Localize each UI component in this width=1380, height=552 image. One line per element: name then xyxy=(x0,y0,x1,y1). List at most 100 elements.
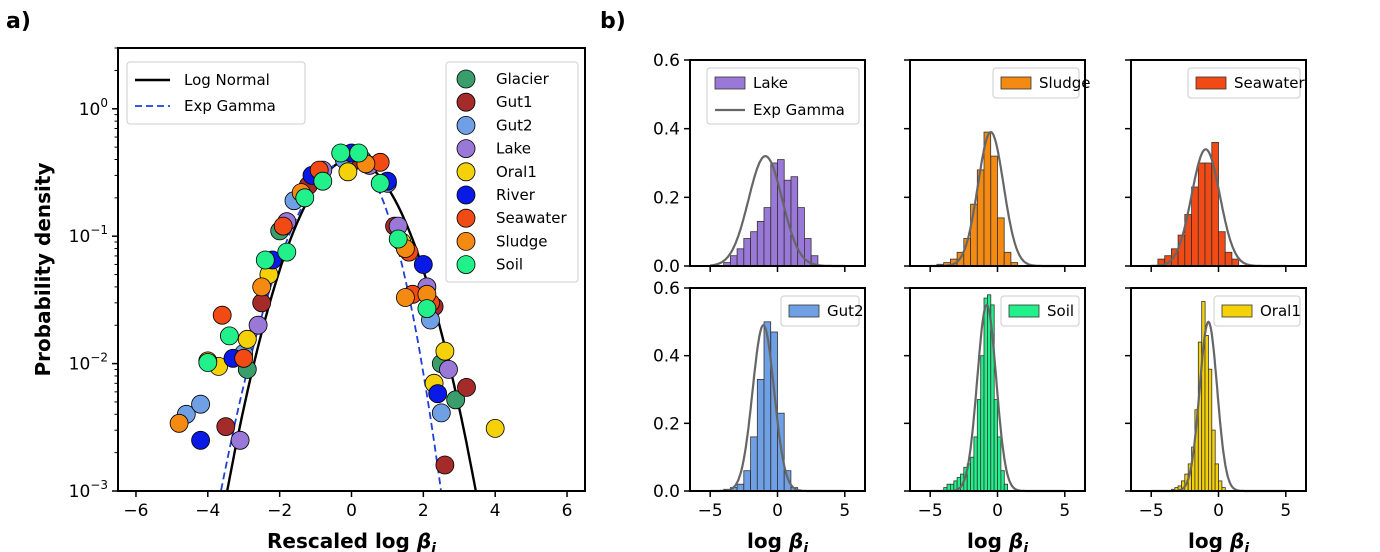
y-tick-label: 0.0 xyxy=(653,482,680,502)
x-tick-label-a: 0 xyxy=(346,501,357,521)
hist-bar xyxy=(1218,231,1226,267)
x-tick-label-a: 6 xyxy=(562,501,573,521)
point-gut2 xyxy=(191,394,211,414)
hist-bar xyxy=(1211,429,1216,492)
hist-bar xyxy=(990,155,998,267)
legend-label-exp-gamma: Exp Gamma xyxy=(184,97,276,115)
histogram-sludge: Sludge xyxy=(904,59,1090,272)
y-tick-label: 0.4 xyxy=(653,347,680,367)
histogram-gut2: −5 0 5 0.0 0.2 0.4 0.6 log βi Gut2 xyxy=(653,279,866,552)
x-tick-label: −5 xyxy=(918,501,943,521)
point-gut1 xyxy=(216,417,236,437)
x-axis-label-a: Rescaled log βi xyxy=(267,529,436,552)
histogram-oral1: −5 0 5 log βi Oral1 xyxy=(1125,287,1307,552)
histogram-soil: −5 0 5 log βi Soil xyxy=(904,287,1086,552)
x-tick-label: −5 xyxy=(1139,501,1164,521)
hist-bar xyxy=(1000,470,1005,492)
point-seawater xyxy=(212,305,232,325)
legend-marker-river xyxy=(456,185,476,205)
hist-bar xyxy=(750,436,758,492)
point-river xyxy=(428,384,448,404)
legend-swatch xyxy=(1000,76,1032,90)
legend-label-gut1: Gut1 xyxy=(496,93,533,111)
point-glacier xyxy=(446,390,466,410)
y-tick-label-a: 10−3 xyxy=(69,478,108,502)
x-tick-label: 0 xyxy=(772,501,783,521)
point-gut1 xyxy=(252,293,272,313)
hist-bar xyxy=(983,131,992,267)
legend-swatch xyxy=(714,76,746,90)
legend-label-soil: Soil xyxy=(496,256,523,274)
x-tick-label: 0 xyxy=(992,501,1003,521)
hist-bar xyxy=(1224,251,1233,267)
point-lake xyxy=(439,359,458,379)
point-oral1 xyxy=(338,162,358,182)
hist-bar xyxy=(1208,368,1213,492)
x-tick-label: 5 xyxy=(839,501,850,521)
hist-bar xyxy=(790,176,799,267)
legend-label-gut2: Gut2 xyxy=(496,116,533,134)
x-tick-label-a: −6 xyxy=(123,501,148,521)
histogram-seawater: Seawater xyxy=(1125,59,1307,272)
x-tick-label-a: 4 xyxy=(490,501,501,521)
point-gut1 xyxy=(457,377,476,397)
legend-marker-seawater xyxy=(456,208,476,228)
legend-marker-gut1 xyxy=(456,92,476,112)
panel-label-b: b) xyxy=(600,9,626,34)
x-axis-label: log βi xyxy=(747,529,808,552)
hist-bar xyxy=(1191,186,1199,267)
y-tick-label: 0.2 xyxy=(653,188,680,208)
x-tick-label: 5 xyxy=(1280,501,1291,521)
point-soil xyxy=(349,143,369,163)
legend-label-fit: Exp Gamma xyxy=(753,101,845,119)
legend-box xyxy=(780,295,860,327)
hist-bar xyxy=(736,483,745,492)
legend-swatch xyxy=(788,304,820,318)
point-sludge xyxy=(395,288,415,307)
legend-marker-gut2 xyxy=(456,116,476,135)
legend-label: Seawater xyxy=(1234,74,1306,92)
y-tick-label: 0.6 xyxy=(653,51,680,71)
hist-bar xyxy=(730,255,738,267)
hist-bar xyxy=(973,436,978,492)
x-tick-label: 0 xyxy=(1213,501,1224,521)
x-tick-label-a: −4 xyxy=(195,501,220,521)
point-oral1 xyxy=(485,418,505,438)
hist-bar xyxy=(1204,334,1209,492)
point-soil xyxy=(388,229,408,249)
legend-label-river: River xyxy=(496,186,536,204)
legend-label: Gut2 xyxy=(827,302,864,320)
point-soil xyxy=(313,171,333,191)
hist-bar xyxy=(1231,258,1240,267)
histogram-lake: 0.0 0.2 0.4 0.6 Lake Exp Gamma xyxy=(653,51,866,277)
hist-bar xyxy=(750,231,758,267)
legend-box xyxy=(1000,295,1080,327)
point-lake xyxy=(248,315,268,335)
hist-bar xyxy=(777,159,785,267)
y-axis-label-a: Probability density xyxy=(31,163,55,377)
legend-box xyxy=(1213,295,1301,327)
legend-label-seawater: Seawater xyxy=(496,209,568,227)
histogram-panels-b: 0.0 0.2 0.4 0.6 Lake Exp Gamma Sludge Seawater −… xyxy=(653,51,1307,552)
hist-bar xyxy=(1204,162,1213,267)
legend-swatch xyxy=(1221,304,1253,318)
legend-label-oral1: Oral1 xyxy=(496,163,537,181)
point-soil xyxy=(417,299,437,319)
legend-curves-a xyxy=(126,61,306,125)
x-tick-label-a: −2 xyxy=(267,501,292,521)
point-gut2 xyxy=(431,403,451,423)
legend-label-glacier: Glacier xyxy=(496,70,550,88)
hist-bar xyxy=(1218,480,1223,492)
hist-bar xyxy=(980,355,985,492)
legend-label-sludge: Sludge xyxy=(496,232,547,250)
y-tick-label: 0.0 xyxy=(653,257,680,277)
point-river xyxy=(413,255,433,274)
legend-marker-oral1 xyxy=(456,162,476,182)
point-soil xyxy=(277,242,297,262)
legend-label: Soil xyxy=(1047,302,1074,320)
hist-bar xyxy=(1003,483,1009,492)
point-sludge xyxy=(169,413,189,433)
y-tick-label: 0.2 xyxy=(653,414,680,434)
point-seawater xyxy=(273,216,293,236)
legend-label: Lake xyxy=(753,74,788,92)
